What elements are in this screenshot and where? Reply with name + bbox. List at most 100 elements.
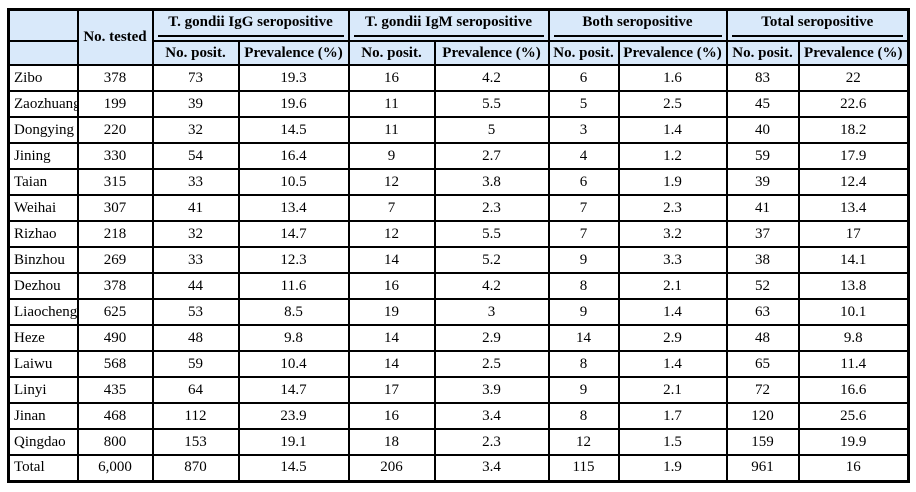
table-row: Zibo 378 73 19.3 16 4.2 6 1.6 83 22 bbox=[7, 64, 910, 93]
cell-no-tested: 218 bbox=[76, 220, 154, 249]
cell-igm-prevalence: 3.4 bbox=[433, 402, 550, 431]
cell-no-tested: 199 bbox=[76, 90, 154, 119]
cell-igg-prevalence: 14.7 bbox=[237, 220, 350, 249]
cell-both-no-posit: 6 bbox=[547, 64, 620, 93]
cell-no-tested: 315 bbox=[76, 168, 154, 197]
cell-igg-no-posit: 33 bbox=[151, 168, 240, 197]
corner-cell-top bbox=[7, 8, 79, 43]
cell-both-no-posit: 9 bbox=[547, 246, 620, 275]
cell-igg-no-posit: 870 bbox=[151, 454, 240, 483]
cell-igm-prevalence: 2.7 bbox=[433, 142, 550, 171]
header-group-igg: T. gondii IgG seropositive bbox=[151, 8, 350, 43]
cell-both-no-posit: 8 bbox=[547, 402, 620, 431]
cell-city: Dezhou bbox=[7, 272, 79, 301]
cell-no-tested: 220 bbox=[76, 116, 154, 145]
cell-both-no-posit: 9 bbox=[547, 298, 620, 327]
table-body: Zibo 378 73 19.3 16 4.2 6 1.6 83 22 Zaoz… bbox=[7, 64, 910, 483]
header-both-no-posit: No. posit. bbox=[547, 40, 620, 67]
cell-igg-prevalence: 12.3 bbox=[237, 246, 350, 275]
cell-igg-no-posit: 32 bbox=[151, 220, 240, 249]
cell-no-tested: 800 bbox=[76, 428, 154, 457]
cell-igm-prevalence: 3.9 bbox=[433, 376, 550, 405]
cell-city: Rizhao bbox=[7, 220, 79, 249]
cell-total-no-posit: 39 bbox=[725, 168, 800, 197]
header-group-both: Both seropositive bbox=[547, 8, 728, 43]
cell-both-no-posit: 3 bbox=[547, 116, 620, 145]
header-total-no-posit: No. posit. bbox=[725, 40, 800, 67]
cell-igm-prevalence: 5.2 bbox=[433, 246, 550, 275]
cell-city: Linyi bbox=[7, 376, 79, 405]
cell-igg-prevalence: 10.5 bbox=[237, 168, 350, 197]
cell-igg-no-posit: 73 bbox=[151, 64, 240, 93]
cell-igm-prevalence: 3.4 bbox=[433, 454, 550, 483]
cell-both-prevalence: 2.1 bbox=[617, 376, 728, 405]
cell-igg-no-posit: 39 bbox=[151, 90, 240, 119]
cell-total-prevalence: 22 bbox=[797, 64, 910, 93]
header-igg-prevalence: Prevalence (%) bbox=[237, 40, 350, 67]
cell-total-no-posit: 37 bbox=[725, 220, 800, 249]
header-no-tested: No. tested bbox=[76, 8, 154, 67]
header-group-igm-label: T. gondii IgM seropositive bbox=[365, 14, 532, 30]
cell-igg-no-posit: 59 bbox=[151, 350, 240, 379]
header-group-igg-label: T. gondii IgG seropositive bbox=[168, 14, 333, 30]
cell-igm-prevalence: 5 bbox=[433, 116, 550, 145]
cell-city: Heze bbox=[7, 324, 79, 353]
cell-both-no-posit: 14 bbox=[547, 324, 620, 353]
cell-igm-no-posit: 11 bbox=[347, 90, 436, 119]
cell-both-no-posit: 12 bbox=[547, 428, 620, 457]
cell-total-prevalence: 13.4 bbox=[797, 194, 910, 223]
cell-igm-no-posit: 16 bbox=[347, 64, 436, 93]
cell-city: Jinan bbox=[7, 402, 79, 431]
header-both-prevalence: Prevalence (%) bbox=[617, 40, 728, 67]
cell-no-tested: 468 bbox=[76, 402, 154, 431]
cell-both-no-posit: 7 bbox=[547, 220, 620, 249]
cell-both-no-posit: 7 bbox=[547, 194, 620, 223]
cell-no-tested: 6,000 bbox=[76, 454, 154, 483]
cell-both-prevalence: 2.5 bbox=[617, 90, 728, 119]
table-row: Zaozhuang 199 39 19.6 11 5.5 5 2.5 45 22… bbox=[7, 90, 910, 119]
cell-total-prevalence: 25.6 bbox=[797, 402, 910, 431]
cell-igm-prevalence: 3.8 bbox=[433, 168, 550, 197]
cell-total-prevalence: 17 bbox=[797, 220, 910, 249]
cell-total-no-posit: 72 bbox=[725, 376, 800, 405]
header-total-prevalence: Prevalence (%) bbox=[797, 40, 910, 67]
cell-both-no-posit: 4 bbox=[547, 142, 620, 171]
cell-igg-no-posit: 44 bbox=[151, 272, 240, 301]
cell-igg-prevalence: 10.4 bbox=[237, 350, 350, 379]
header-group-igm: T. gondii IgM seropositive bbox=[347, 8, 550, 43]
cell-city: Taian bbox=[7, 168, 79, 197]
cell-igm-no-posit: 16 bbox=[347, 402, 436, 431]
cell-no-tested: 269 bbox=[76, 246, 154, 275]
cell-igg-prevalence: 16.4 bbox=[237, 142, 350, 171]
cell-total-no-posit: 65 bbox=[725, 350, 800, 379]
cell-city: Qingdao bbox=[7, 428, 79, 457]
table-row: Laiwu 568 59 10.4 14 2.5 8 1.4 65 11.4 bbox=[7, 350, 910, 379]
cell-both-prevalence: 2.3 bbox=[617, 194, 728, 223]
cell-no-tested: 307 bbox=[76, 194, 154, 223]
cell-no-tested: 378 bbox=[76, 64, 154, 93]
cell-both-prevalence: 2.1 bbox=[617, 272, 728, 301]
cell-total-no-posit: 961 bbox=[725, 454, 800, 483]
cell-both-prevalence: 1.9 bbox=[617, 454, 728, 483]
cell-total-prevalence: 22.6 bbox=[797, 90, 910, 119]
cell-total-no-posit: 40 bbox=[725, 116, 800, 145]
cell-city: Total bbox=[7, 454, 79, 483]
cell-igg-prevalence: 19.3 bbox=[237, 64, 350, 93]
cell-igm-no-posit: 12 bbox=[347, 220, 436, 249]
cell-igm-no-posit: 17 bbox=[347, 376, 436, 405]
cell-igg-no-posit: 41 bbox=[151, 194, 240, 223]
table-row: Dezhou 378 44 11.6 16 4.2 8 2.1 52 13.8 bbox=[7, 272, 910, 301]
header-group-total: Total seropositive bbox=[725, 8, 910, 43]
cell-total-no-posit: 159 bbox=[725, 428, 800, 457]
cell-igg-prevalence: 14.5 bbox=[237, 116, 350, 145]
seroprevalence-table: No. tested T. gondii IgG seropositive T.… bbox=[7, 8, 910, 483]
header-igg-no-posit: No. posit. bbox=[151, 40, 240, 67]
cell-igm-no-posit: 14 bbox=[347, 324, 436, 353]
cell-both-prevalence: 1.2 bbox=[617, 142, 728, 171]
cell-igg-prevalence: 14.7 bbox=[237, 376, 350, 405]
cell-igg-no-posit: 54 bbox=[151, 142, 240, 171]
cell-total-no-posit: 41 bbox=[725, 194, 800, 223]
cell-igm-no-posit: 16 bbox=[347, 272, 436, 301]
cell-both-prevalence: 1.6 bbox=[617, 64, 728, 93]
header-sub-row: No. posit. Prevalence (%) No. posit. Pre… bbox=[7, 40, 910, 67]
